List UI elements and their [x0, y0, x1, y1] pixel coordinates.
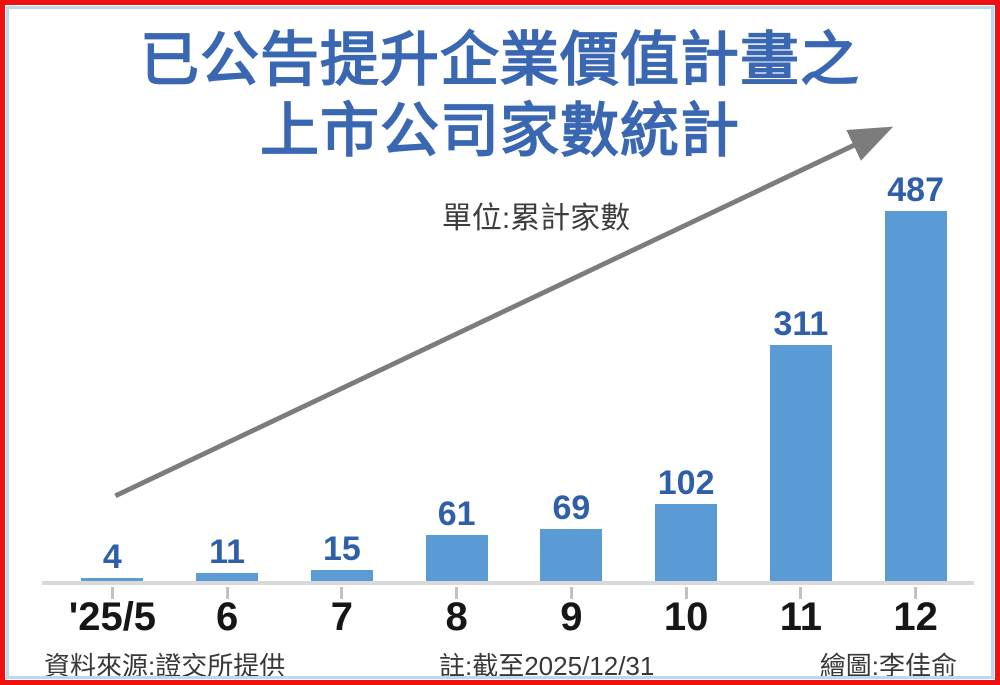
bar: [769, 345, 832, 581]
bar-value-label: 15: [322, 530, 361, 568]
bar-value-label: 11: [209, 533, 246, 571]
x-axis-label: 11: [779, 595, 823, 639]
tick-mark: [684, 587, 688, 599]
bar-column: 4: [55, 539, 170, 581]
tick-cell: [514, 587, 629, 599]
bar-column: 69: [514, 490, 629, 581]
bar-series: 4 11 15 61 69 102 311 487: [55, 169, 973, 581]
x-axis-label: '25/5: [68, 595, 157, 639]
tick-mark: [340, 587, 344, 599]
bar: [310, 570, 373, 581]
axis-ticks: [55, 587, 973, 599]
bar-value-label: 311: [773, 305, 829, 343]
tick-cell: [744, 587, 859, 599]
x-axis-label: 9: [560, 595, 583, 639]
title-line-2: 上市公司家數統計: [259, 98, 740, 164]
bar-value-label: 61: [437, 495, 476, 533]
bar: [655, 504, 718, 581]
tick-mark: [455, 587, 459, 599]
bar-column: 15: [285, 531, 400, 581]
title-line-1: 已公告提升企業價值計畫之: [139, 27, 860, 93]
tick-mark: [569, 587, 573, 599]
bar-column: 102: [629, 465, 744, 581]
x-axis-label: 10: [663, 595, 709, 639]
tick-cell: [399, 587, 514, 599]
bar-column: 311: [744, 306, 859, 581]
tick-mark: [799, 587, 803, 599]
bar-column: 61: [399, 496, 514, 581]
bar: [196, 573, 259, 581]
x-axis-label: 8: [445, 595, 468, 639]
bar-value-label: 487: [887, 171, 944, 209]
tick-mark: [225, 587, 229, 599]
tick-cell: [629, 587, 744, 599]
page-title: 已公告提升企業價值計畫之 上市公司家數統計: [9, 25, 991, 167]
footer-source: 資料來源:證交所提供: [44, 651, 286, 676]
bar-value-label: 69: [552, 489, 591, 527]
bar-column: 487: [858, 172, 973, 581]
x-axis-label: 7: [330, 595, 353, 639]
x-axis-labels: '25/5 6 7 8 9 10 11 12: [55, 595, 973, 641]
tick-cell: [858, 587, 973, 599]
tick-mark: [110, 587, 114, 599]
footer-credit: 繪圖:李佳俞: [819, 651, 957, 676]
tick-cell: [285, 587, 400, 599]
chart-canvas: 已公告提升企業價值計畫之 上市公司家數統計 單位:累計家數 4 11 15 61 69 1…: [9, 9, 991, 676]
x-axis-line: [42, 581, 974, 585]
bar-column: 11: [170, 534, 285, 581]
tick-cell: [55, 587, 170, 599]
bar-value-label: 102: [657, 464, 715, 502]
bar: [540, 529, 603, 581]
inner-border: 已公告提升企業價值計畫之 上市公司家數統計 單位:累計家數 4 11 15 61 69 1…: [6, 6, 994, 679]
bar: [425, 535, 488, 581]
footer-note: 註:截至2025/12/31: [439, 651, 655, 676]
x-axis-label: 6: [216, 595, 239, 639]
bar: [81, 578, 144, 581]
tick-mark: [914, 587, 918, 599]
bar-value-label: 4: [102, 538, 122, 576]
tick-cell: [170, 587, 285, 599]
bar: [884, 211, 947, 581]
x-axis-label: 12: [893, 595, 938, 639]
